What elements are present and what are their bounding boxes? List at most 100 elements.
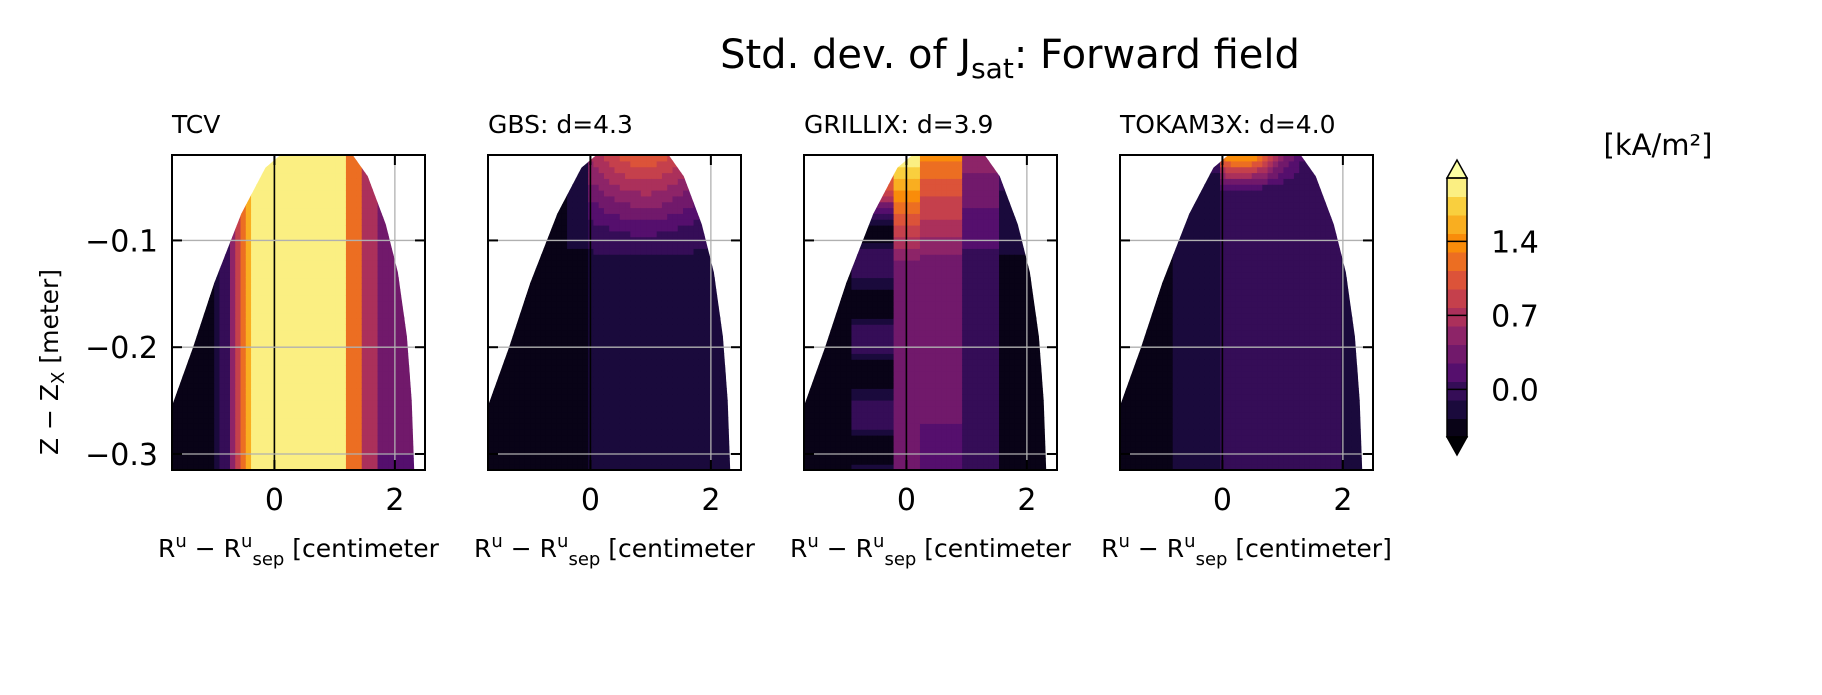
heatmap-cell — [598, 172, 605, 179]
heatmap-cell — [540, 341, 547, 349]
heatmap-cell — [614, 388, 621, 395]
heatmap-cell — [277, 452, 284, 459]
heatmap-cell — [351, 446, 358, 454]
heatmap-cell — [693, 318, 700, 325]
heatmap-cell — [398, 260, 405, 267]
heatmap-cell — [319, 370, 326, 378]
heatmap-cell — [298, 400, 305, 407]
heatmap-cell — [372, 341, 379, 349]
heatmap-cell — [661, 312, 668, 319]
heatmap-cell — [530, 435, 537, 442]
heatmap-cell — [261, 230, 268, 238]
heatmap-cell — [667, 295, 674, 302]
heatmap-cell — [256, 435, 263, 442]
heatmap-cell — [229, 207, 236, 214]
heatmap-cell — [498, 201, 505, 209]
heatmap-cell — [683, 318, 689, 325]
heatmap-cell — [293, 178, 300, 185]
heatmap-cell — [309, 388, 315, 395]
heatmap-cell — [203, 300, 210, 308]
heatmap-cell — [403, 306, 410, 314]
heatmap-cell — [309, 289, 315, 296]
heatmap-cell — [514, 330, 521, 337]
heatmap-cell — [625, 370, 631, 378]
heatmap-cell — [493, 446, 500, 454]
heatmap-cell — [493, 458, 500, 465]
heatmap-cell — [519, 166, 526, 174]
heatmap-cell — [567, 347, 573, 354]
heatmap-cell — [382, 376, 389, 384]
heatmap-cell — [693, 324, 700, 331]
heatmap-cell — [509, 283, 515, 290]
heatmap-cell — [640, 318, 647, 325]
heatmap-cell — [714, 370, 721, 378]
heatmap-cell — [388, 195, 394, 203]
heatmap-cell — [498, 283, 505, 290]
heatmap-cell — [277, 213, 284, 220]
heatmap-cell — [582, 254, 589, 261]
heatmap-cell — [503, 312, 510, 319]
heatmap-cell — [656, 172, 663, 179]
heatmap-cell — [340, 359, 347, 366]
heatmap-cell — [182, 318, 189, 325]
heatmap-cell — [672, 225, 679, 232]
heatmap-cell — [261, 172, 268, 179]
heatmap-cell — [172, 435, 178, 442]
heatmap-cell — [282, 265, 289, 273]
heatmap-cell — [556, 347, 563, 354]
heatmap-cell — [514, 248, 521, 255]
heatmap-cell — [614, 452, 621, 459]
heatmap-cell — [372, 213, 379, 220]
heatmap-cell — [356, 330, 363, 337]
heatmap-cell — [251, 271, 257, 279]
heatmap-cell — [314, 172, 321, 179]
heatmap-cell — [540, 353, 547, 360]
heatmap-cell — [593, 155, 600, 162]
heatmap-cell — [208, 201, 215, 209]
heatmap-cell — [330, 446, 336, 454]
heatmap-cell — [235, 370, 242, 378]
heatmap-cell — [330, 411, 336, 419]
heatmap-cell — [540, 446, 547, 454]
heatmap-cell — [577, 289, 584, 296]
heatmap-cell — [614, 289, 621, 296]
heatmap-cell — [393, 382, 400, 389]
heatmap-cell — [372, 446, 379, 454]
heatmap-cell — [261, 335, 268, 343]
heatmap-cell — [514, 335, 521, 343]
heatmap-cell — [403, 195, 410, 203]
heatmap-cell — [324, 388, 331, 395]
heatmap-cell — [324, 370, 331, 378]
heatmap-cell — [540, 295, 547, 302]
heatmap-cell — [303, 295, 310, 302]
heatmap-cell — [561, 178, 568, 185]
heatmap-cell — [177, 207, 184, 214]
heatmap-cell — [556, 423, 563, 430]
heatmap-cell — [635, 324, 642, 331]
heatmap-cell — [298, 178, 305, 185]
heatmap-cell — [224, 458, 231, 465]
heatmap-cell — [582, 295, 589, 302]
heatmap-cell — [561, 370, 568, 378]
heatmap-cell — [667, 155, 674, 162]
heatmap-cell — [251, 219, 257, 226]
heatmap-cell — [698, 184, 705, 191]
heatmap-cell — [403, 417, 410, 424]
heatmap-cell — [561, 365, 568, 372]
heatmap-cell — [609, 417, 616, 424]
heatmap-cell — [493, 353, 500, 360]
heatmap-cell — [635, 464, 642, 470]
heatmap-cell — [409, 318, 415, 325]
heatmap-cell — [314, 318, 321, 325]
heatmap-cell — [661, 440, 668, 448]
heatmap-cell — [298, 201, 305, 209]
heatmap-cell — [266, 201, 273, 209]
heatmap-cell — [187, 429, 194, 436]
heatmap-cell — [193, 353, 199, 360]
heatmap-cell — [198, 230, 205, 238]
heatmap-cell — [640, 190, 647, 197]
heatmap-cell — [382, 353, 389, 360]
heatmap-cell — [582, 166, 589, 174]
heatmap-cell — [198, 190, 205, 197]
heatmap-cell — [203, 335, 210, 343]
